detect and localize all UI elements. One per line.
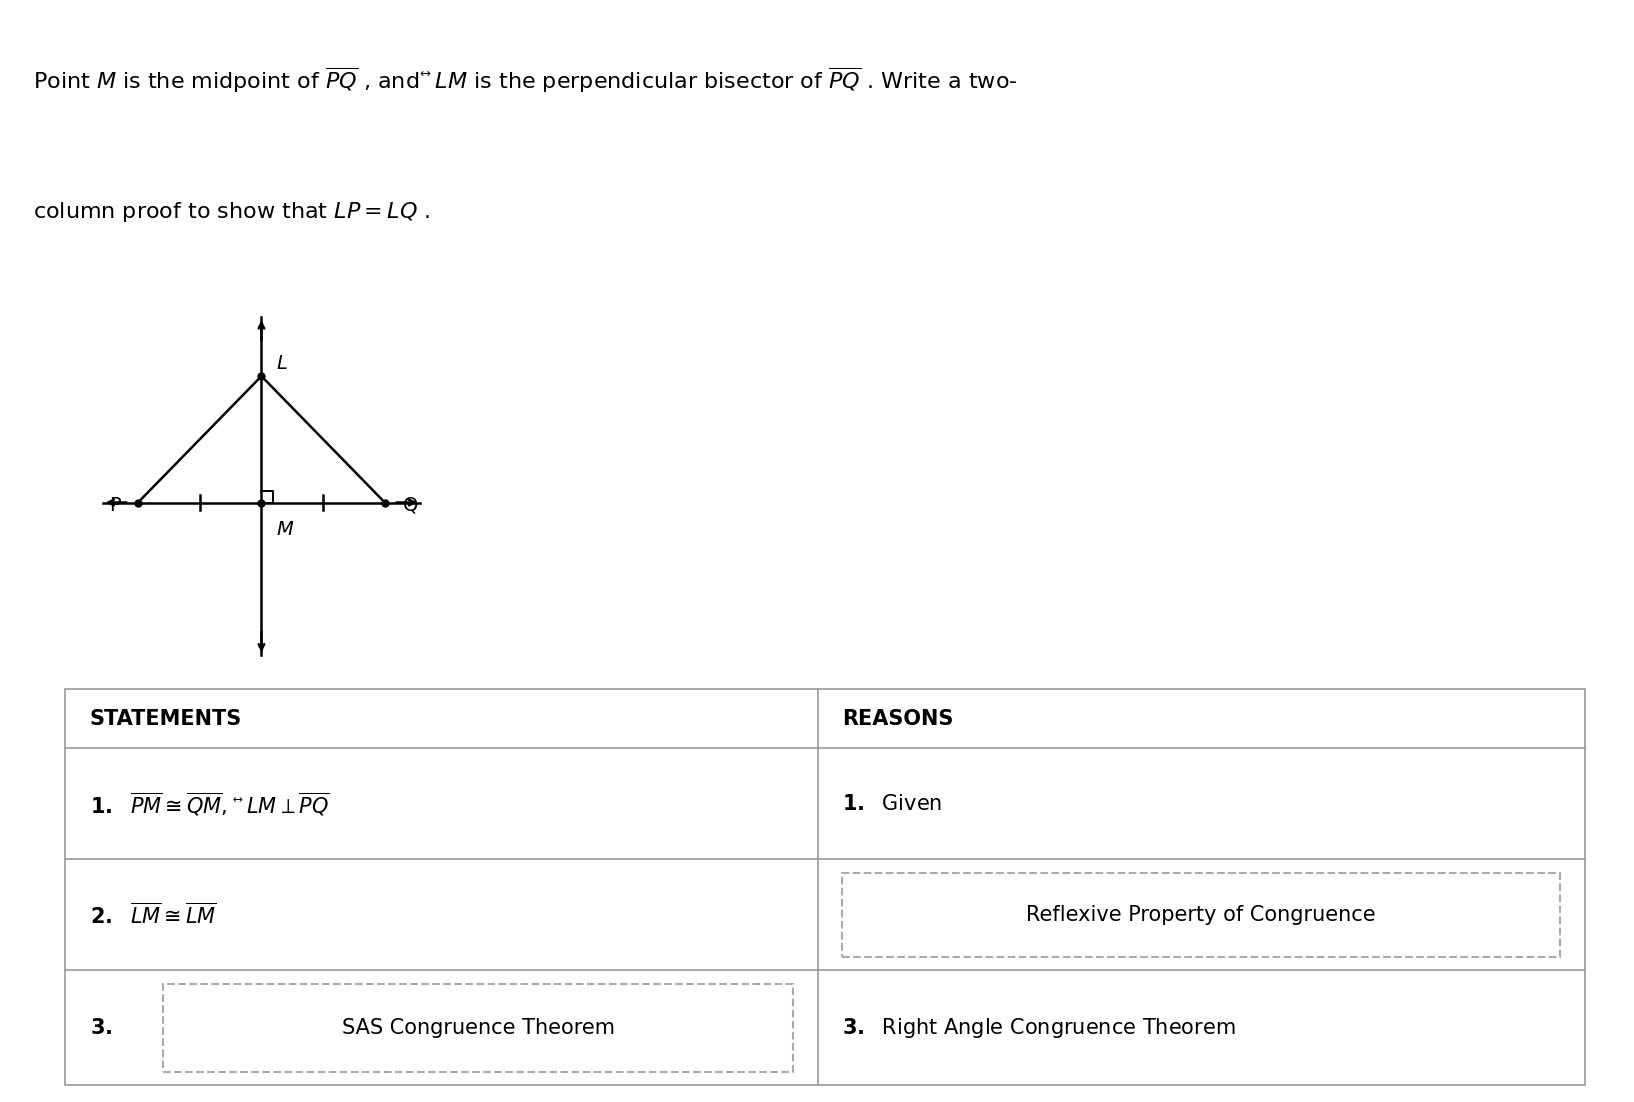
Text: $\mathbf{3.}$  Right Angle Congruence Theorem: $\mathbf{3.}$ Right Angle Congruence The…	[842, 1016, 1235, 1040]
FancyBboxPatch shape	[842, 873, 1560, 958]
Text: Point $\mathit{M}$ is the midpoint of $\overline{PQ}$ , and $\overleftrightarrow: Point $\mathit{M}$ is the midpoint of $\…	[33, 65, 1018, 95]
Text: $\mathbf{2.}\ \ \overline{LM}\cong\overline{LM}$: $\mathbf{2.}\ \ \overline{LM}\cong\overl…	[90, 903, 217, 928]
Text: Reflexive Property of Congruence: Reflexive Property of Congruence	[1026, 905, 1376, 925]
Text: STATEMENTS: STATEMENTS	[90, 709, 242, 728]
Text: L: L	[276, 354, 288, 374]
Text: M: M	[276, 520, 292, 539]
Bar	[65, 689, 1585, 1085]
Text: column proof to show that $\mathit{LP} = \mathit{LQ}$ .: column proof to show that $\mathit{LP} =…	[33, 199, 430, 224]
Text: $\mathbf{3.}$: $\mathbf{3.}$	[90, 1018, 113, 1038]
Text: SAS Congruence Theorem: SAS Congruence Theorem	[342, 1018, 614, 1038]
Text: Q: Q	[402, 496, 418, 515]
Text: $\mathbf{1.}$  Given: $\mathbf{1.}$ Given	[842, 793, 943, 813]
Text: REASONS: REASONS	[842, 709, 954, 728]
Text: P: P	[109, 496, 121, 515]
Text: $\mathbf{1.}\ \ \overline{PM}\cong\overline{QM},\ \overleftrightarrow{LM}\perp\o: $\mathbf{1.}\ \ \overline{PM}\cong\overl…	[90, 790, 330, 818]
FancyBboxPatch shape	[163, 984, 792, 1072]
